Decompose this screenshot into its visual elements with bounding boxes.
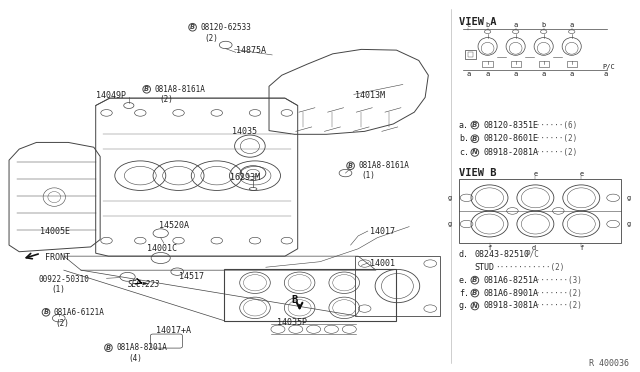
- Text: e: e: [533, 171, 538, 177]
- Text: (2): (2): [204, 34, 218, 43]
- Text: b: b: [486, 22, 490, 28]
- Text: B: B: [472, 290, 477, 296]
- Text: (2): (2): [56, 319, 69, 328]
- Text: 08918-3081A: 08918-3081A: [483, 301, 538, 311]
- Bar: [465, 51, 476, 59]
- Text: 14035P: 14035P: [276, 318, 307, 327]
- Text: P/C: P/C: [602, 64, 615, 70]
- Text: 08120-8351E: 08120-8351E: [483, 121, 538, 129]
- Text: d.: d.: [459, 250, 469, 259]
- Text: N: N: [472, 303, 478, 309]
- Bar: [468, 52, 473, 57]
- Text: 00922-50310: 00922-50310: [38, 275, 89, 283]
- Text: g.: g.: [459, 301, 469, 311]
- Text: 081A8-8201A: 081A8-8201A: [116, 343, 167, 352]
- Text: b: b: [541, 22, 546, 28]
- Text: e.: e.: [459, 276, 469, 285]
- Text: d: d: [531, 245, 536, 251]
- Text: ········(2): ········(2): [531, 289, 582, 298]
- Text: FRONT: FRONT: [45, 253, 70, 263]
- Text: 14517: 14517: [179, 272, 204, 281]
- Text: ············(2): ············(2): [495, 263, 564, 272]
- Text: a: a: [604, 71, 608, 77]
- Text: e: e: [579, 171, 584, 177]
- Text: 081A8-8161A: 081A8-8161A: [358, 161, 409, 170]
- Text: 14005E: 14005E: [40, 227, 70, 235]
- Bar: [355, 256, 440, 316]
- Text: b.: b.: [459, 134, 469, 143]
- Text: 081A6-6121A: 081A6-6121A: [54, 308, 104, 317]
- Text: ·······(2): ·······(2): [531, 134, 577, 143]
- Text: N: N: [472, 150, 478, 155]
- Text: VIEW B: VIEW B: [459, 168, 497, 178]
- Text: 08918-2081A: 08918-2081A: [483, 148, 538, 157]
- Text: 14013M: 14013M: [355, 91, 385, 100]
- Text: ·······(2): ·······(2): [531, 148, 577, 157]
- Text: f.: f.: [459, 289, 469, 298]
- Text: (2): (2): [159, 95, 173, 104]
- Text: B: B: [472, 136, 477, 142]
- Text: g: g: [447, 221, 451, 227]
- Bar: [539, 61, 548, 67]
- Text: B: B: [472, 122, 477, 128]
- Text: ·······(6): ·······(6): [531, 121, 577, 129]
- Text: 14520A: 14520A: [159, 221, 189, 230]
- Text: (1): (1): [362, 171, 375, 180]
- Text: (4): (4): [129, 354, 143, 363]
- Text: a.: a.: [459, 121, 469, 129]
- Text: f: f: [488, 245, 492, 251]
- Text: 14875A: 14875A: [236, 46, 266, 55]
- Text: STUD: STUD: [475, 263, 495, 272]
- Text: f: f: [579, 245, 584, 251]
- Text: ········(2): ········(2): [531, 301, 582, 311]
- Text: 14001: 14001: [370, 259, 395, 268]
- Text: 08243-82510: 08243-82510: [475, 250, 530, 259]
- Text: c.: c.: [459, 148, 469, 157]
- Text: B: B: [44, 309, 49, 315]
- Bar: [459, 179, 621, 243]
- Text: 081A8-8161A: 081A8-8161A: [154, 85, 205, 94]
- Text: 14035: 14035: [232, 127, 257, 136]
- Text: SEC.223: SEC.223: [127, 280, 160, 289]
- Text: B: B: [472, 277, 477, 283]
- Bar: [225, 269, 396, 321]
- Text: g: g: [627, 221, 630, 227]
- Text: g: g: [627, 195, 630, 201]
- Text: 081A6-8251A: 081A6-8251A: [483, 276, 538, 285]
- Text: ········(3): ········(3): [531, 276, 582, 285]
- Text: (1): (1): [51, 285, 65, 294]
- Text: 14017: 14017: [370, 227, 395, 235]
- Text: B: B: [106, 345, 111, 351]
- Text: a: a: [513, 22, 518, 28]
- Text: B: B: [190, 24, 195, 30]
- Text: B: B: [348, 163, 353, 169]
- Text: 14001C: 14001C: [147, 244, 177, 253]
- Text: P/C: P/C: [525, 250, 540, 259]
- Text: R 400036: R 400036: [589, 359, 629, 368]
- Text: VIEW A: VIEW A: [459, 17, 497, 27]
- Bar: [566, 61, 577, 67]
- Text: a: a: [513, 71, 518, 77]
- Text: a: a: [486, 71, 490, 77]
- Text: a: a: [467, 71, 470, 77]
- Text: 08120-8601E: 08120-8601E: [483, 134, 538, 143]
- Text: 16293M: 16293M: [230, 173, 259, 182]
- Text: a: a: [570, 22, 574, 28]
- Bar: [483, 61, 493, 67]
- Text: 14017+A: 14017+A: [156, 326, 191, 335]
- Text: c: c: [467, 22, 470, 28]
- Text: 08120-62533: 08120-62533: [200, 23, 251, 32]
- Text: B: B: [144, 86, 149, 92]
- Polygon shape: [143, 282, 148, 285]
- Bar: [511, 61, 521, 67]
- Text: a: a: [541, 71, 546, 77]
- Text: g: g: [447, 195, 451, 201]
- Text: a: a: [570, 71, 574, 77]
- Text: 14049P: 14049P: [96, 91, 125, 100]
- Text: B: B: [291, 295, 298, 305]
- Text: 081A6-8901A: 081A6-8901A: [483, 289, 538, 298]
